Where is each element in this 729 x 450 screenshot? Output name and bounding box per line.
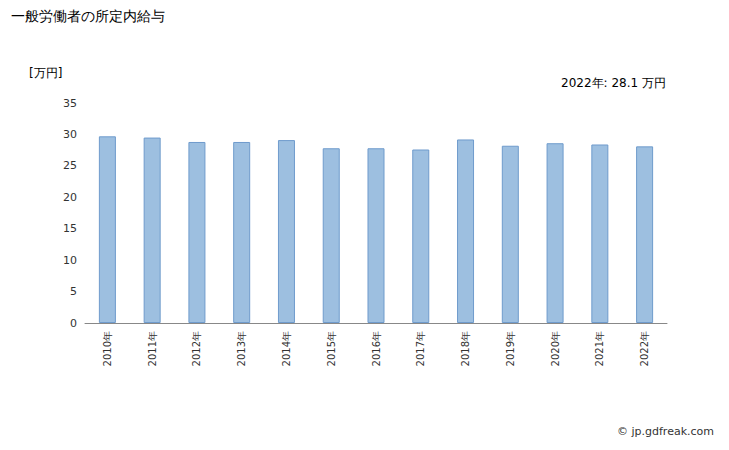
svg-text:5: 5 (70, 285, 77, 298)
svg-text:2018年: 2018年 (460, 331, 471, 366)
svg-text:2017年: 2017年 (415, 331, 426, 366)
svg-text:20: 20 (63, 191, 77, 204)
svg-text:2015年: 2015年 (326, 331, 337, 366)
svg-text:10: 10 (63, 254, 77, 267)
svg-text:2016年: 2016年 (371, 331, 382, 366)
svg-text:© jp.gdfreak.com: © jp.gdfreak.com (617, 425, 714, 438)
svg-text:35: 35 (63, 97, 77, 110)
svg-text:[万円]: [万円] (29, 66, 62, 80)
svg-text:15: 15 (63, 222, 77, 235)
svg-text:0: 0 (70, 317, 77, 330)
svg-text:2013年: 2013年 (236, 331, 247, 366)
svg-text:2022年: 28.1 万円: 2022年: 28.1 万円 (561, 76, 666, 90)
svg-text:2012年: 2012年 (191, 331, 202, 366)
svg-text:30: 30 (63, 128, 77, 141)
svg-text:2019年: 2019年 (505, 331, 516, 366)
svg-text:2020年: 2020年 (550, 331, 561, 366)
svg-text:2011年: 2011年 (147, 331, 158, 366)
svg-text:2022年: 2022年 (639, 331, 650, 366)
svg-text:25: 25 (63, 159, 77, 172)
svg-text:2014年: 2014年 (281, 331, 292, 366)
svg-text:2021年: 2021年 (594, 331, 605, 366)
svg-text:一般労働者の所定内給与: 一般労働者の所定内給与 (11, 8, 165, 24)
svg-text:2010年: 2010年 (102, 331, 113, 366)
